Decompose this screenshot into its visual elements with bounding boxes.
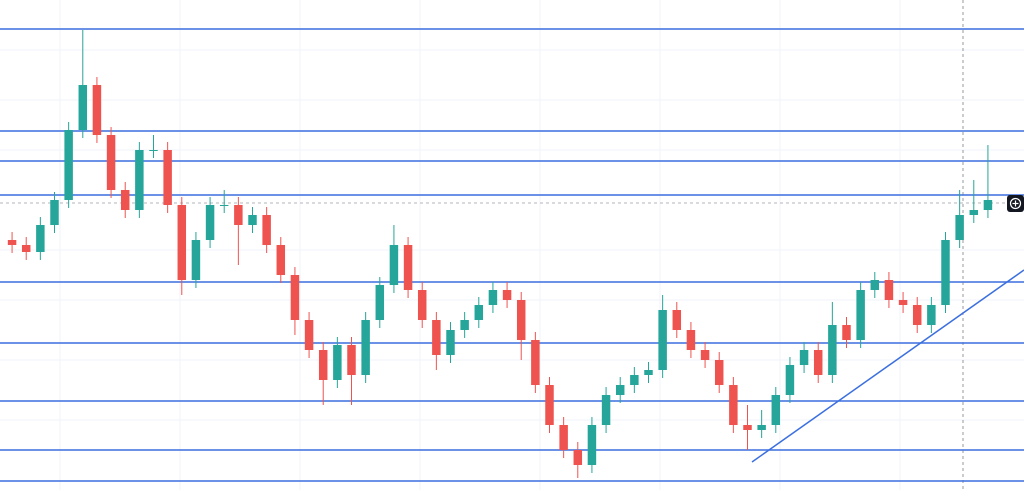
candle-body [842, 325, 851, 340]
candle-body [7, 240, 17, 245]
candle-body [135, 150, 144, 210]
candle-body [191, 240, 201, 280]
candles [7, 30, 993, 478]
candle-body [955, 215, 964, 240]
candle-body [729, 385, 738, 425]
candle-body [21, 245, 31, 252]
candle-body [474, 305, 484, 320]
candle-body [219, 205, 229, 206]
candle-body [92, 85, 102, 135]
candle-body [573, 450, 583, 465]
candle-body [149, 150, 158, 151]
candle-body [615, 385, 625, 395]
candle-body [912, 305, 922, 325]
candle-body [559, 425, 568, 450]
candle-body [106, 135, 116, 190]
candle-body [333, 345, 342, 380]
candle-body [36, 225, 45, 252]
candle-body [870, 280, 880, 290]
candle-body [672, 310, 682, 330]
candle-body [531, 340, 540, 385]
candle-body [898, 300, 908, 305]
candle-body [318, 350, 328, 380]
candle-body [488, 290, 498, 305]
candle-body [884, 280, 894, 300]
candle-body [177, 205, 187, 280]
candle-body [502, 290, 512, 300]
candle-body [375, 285, 385, 320]
candle-body [771, 395, 781, 425]
candle-body [644, 370, 653, 375]
candle-body [403, 245, 413, 290]
candle-body [64, 130, 73, 200]
candle-body [799, 350, 809, 365]
candle-body [120, 190, 130, 210]
candle-body [205, 205, 215, 240]
candle-body [757, 425, 766, 430]
candle-body [417, 290, 427, 320]
candle-body [304, 320, 314, 350]
candle-body [460, 320, 469, 330]
candle-body [446, 330, 455, 355]
candle-body [248, 215, 257, 225]
candle-body [262, 215, 271, 245]
trend-line [751, 269, 1024, 463]
candle-body [813, 350, 823, 375]
candle-body [785, 365, 795, 395]
candle-body [163, 150, 172, 205]
candle-body [658, 310, 667, 370]
candle-body [290, 275, 300, 320]
candle-body [587, 425, 597, 465]
candle-body [276, 245, 286, 275]
candle-body [234, 205, 243, 225]
candle-body [545, 385, 554, 425]
candle-body [78, 85, 88, 130]
candle-body [389, 245, 399, 285]
candle-body [686, 330, 696, 350]
candle-body [828, 325, 837, 375]
candle-body [927, 305, 936, 325]
candle-body [361, 320, 370, 375]
candle-body [700, 350, 710, 360]
candle-body [743, 425, 752, 430]
add-button[interactable] [1007, 195, 1024, 212]
candle-body [516, 300, 526, 340]
candle-body [983, 200, 993, 210]
candle-body [941, 240, 950, 305]
candle-body [969, 210, 979, 215]
level-lines [0, 28, 1024, 482]
candle-body [856, 290, 865, 340]
candle-body [601, 395, 611, 425]
candle-body [347, 345, 356, 375]
candle-body [432, 320, 441, 355]
candle-body [714, 360, 724, 385]
candle-body [630, 375, 639, 385]
candle-body [50, 200, 59, 225]
